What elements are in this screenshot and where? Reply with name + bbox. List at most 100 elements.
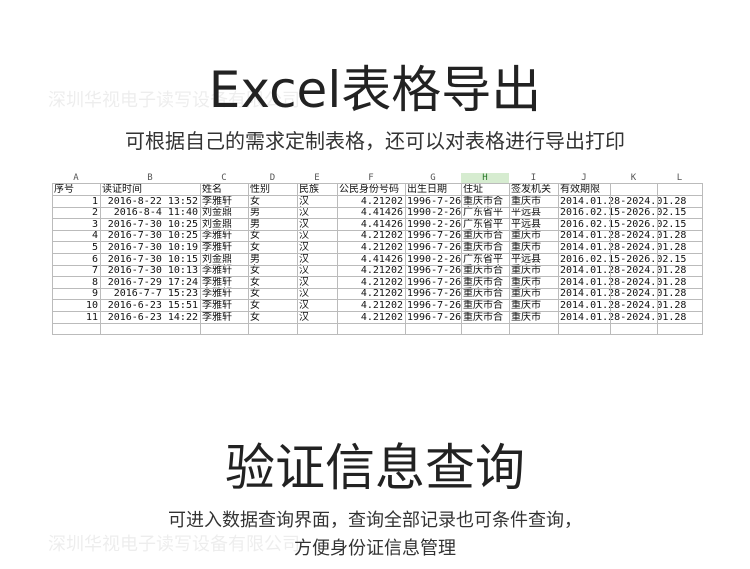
grid-line [461,183,462,335]
table-cell: 重庆市合 [463,311,503,323]
table-cell: 1996-7-26 [407,288,462,300]
table-cell: 4 [91,230,98,242]
table-cell: 11 [85,311,98,323]
grid-line [52,206,702,208]
table-cell: 刘金鼎 [202,218,232,230]
watermark: 深圳华视电子读写设备有限公司 [48,90,300,111]
table-cell: 李雅轩 [202,230,232,242]
table-cell: 4.21202 [360,299,403,311]
table-cell: 重庆市 [511,195,541,207]
table-cell: 广东省平 [463,253,503,265]
grid-line [52,299,702,301]
table-cell: 3 [91,218,98,230]
table-cell: 2014.01.28-2024.01.28 [560,299,687,311]
table-cell: 1996-7-26 [407,241,462,253]
table-cell: 4.21202 [360,276,403,288]
table-cell: 李雅轩 [202,265,232,277]
table-cell: 4.41426 [360,207,403,219]
header-cell: 有效期限 [560,184,600,195]
header-cell: 住址 [463,184,483,195]
table-cell: 李雅轩 [202,241,232,253]
table-cell: 4.41426 [360,253,403,265]
header-cell: 签发机关 [511,184,551,195]
table-cell: 男 [250,207,260,219]
table-cell: 重庆市 [511,230,541,242]
column-letter: K [630,173,637,183]
description: 可进入数据查询界面，查询全部记录也可条件查询， [168,510,582,531]
table-cell: 2016-6-23 15:51 [107,299,198,311]
table-cell: 男 [250,218,260,230]
table-cell: 4.21202 [360,230,403,242]
table-cell: 汉 [299,253,309,265]
table-cell: 重庆市 [511,276,541,288]
table-cell: 4.21202 [360,288,403,300]
table-cell: 平远县 [511,207,541,219]
table-cell: 2016-7-30 10:15 [107,253,198,265]
table-cell: 1996-7-26 [407,230,462,242]
description: 方便身份证信息管理 [294,538,456,559]
table-cell: 8 [91,276,98,288]
table-cell: 2016-7-7 15:23 [113,288,198,300]
table-cell: 汉 [299,299,309,311]
table-cell: 2016-8-4 11:40 [113,207,198,219]
grid-line [405,183,406,335]
grid-line [52,334,702,336]
header-cell: 性别 [250,184,270,195]
grid-line [52,264,702,266]
table-cell: 女 [250,288,260,300]
table-cell: 2016-7-30 10:13 [107,265,198,277]
table-cell: 1996-7-26 [407,195,462,207]
column-letter: D [269,173,276,183]
table-cell: 2014.01.28-2024.01.28 [560,230,687,242]
table-cell: 汉 [299,265,309,277]
table-cell: 女 [250,265,260,277]
table-cell: 李雅轩 [202,288,232,300]
table-cell: 重庆市合 [463,241,503,253]
table-cell: 汉 [299,276,309,288]
table-cell: 重庆市 [511,265,541,277]
table-cell: 2014.01.28-2024.01.28 [560,311,687,323]
table-cell: 汉 [299,311,309,323]
grid-line [200,183,201,335]
header-cell: 出生日期 [407,184,447,195]
table-cell: 刘金鼎 [202,253,232,265]
grid-line [248,183,249,335]
table-cell: 1996-7-26 [407,265,462,277]
watermark: 深圳华视电子读写设备有限公司 [48,534,300,555]
grid-line [52,183,53,335]
grid-line [52,287,702,289]
table-cell: 女 [250,299,260,311]
table-cell: 重庆市 [511,241,541,253]
grid-line [610,183,611,335]
column-letter: F [368,173,374,183]
table-cell: 6 [91,253,98,265]
table-cell: 重庆市合 [463,288,503,300]
column-letter: I [530,173,537,183]
table-cell: 女 [250,276,260,288]
table-cell: 李雅轩 [202,195,232,207]
grid-line [52,195,702,196]
grid-line [52,218,702,220]
table-cell: 2016-8-22 13:52 [107,195,198,207]
grid-line [52,183,702,184]
column-letter: J [581,173,587,183]
table-cell: 重庆市合 [463,276,503,288]
table-cell: 2014.01.28-2024.01.28 [560,276,687,288]
column-letter: E [314,173,320,183]
header-cell: 公民身份号码 [339,184,399,195]
table-cell: 2016.02.15-2026.02.15 [560,207,687,219]
grid-line [657,183,658,335]
column-letter: A [73,173,79,183]
grid-line [297,183,298,335]
table-cell: 汉 [299,288,309,300]
table-cell: 广东省平 [463,207,503,219]
grid-line [52,311,702,312]
heading: 验证信息查询 [225,439,525,497]
table-cell: 汉 [299,195,309,207]
table-cell: 2014.01.28-2024.01.28 [560,288,687,300]
grid-line [509,183,510,335]
table-cell: 4.21202 [360,195,403,207]
table-cell: 汉 [299,207,309,219]
table-cell: 平远县 [511,253,541,265]
